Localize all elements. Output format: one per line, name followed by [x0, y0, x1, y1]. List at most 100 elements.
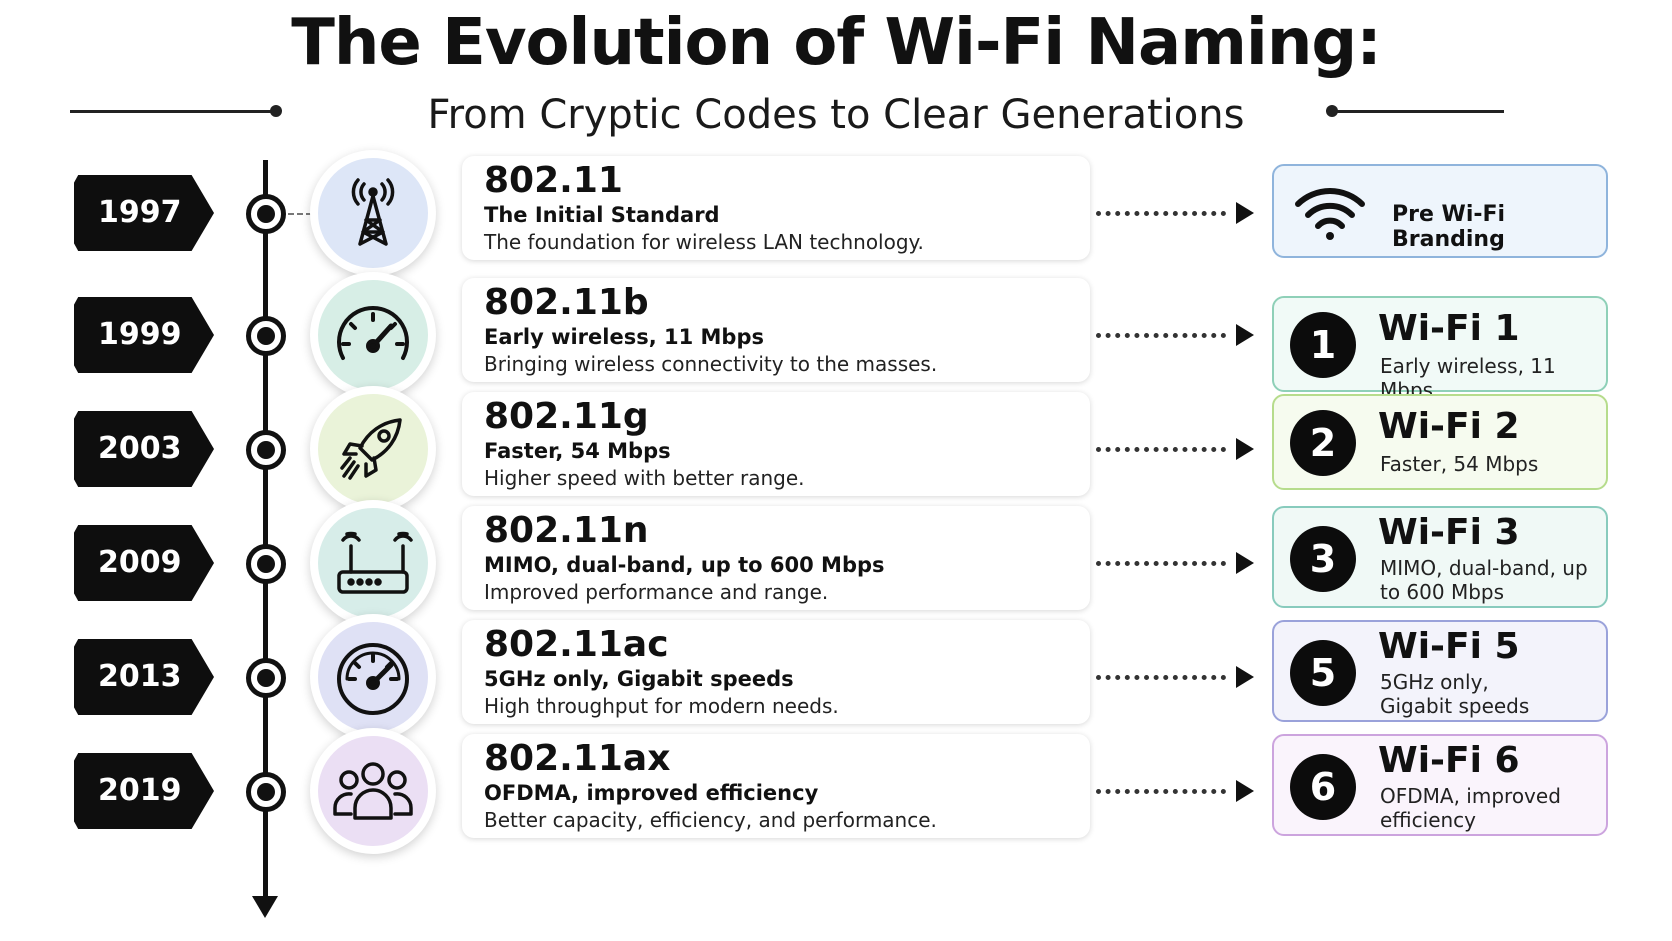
timeline-row: 2003 802.11g Faster, 54 Mbps Higher spee… — [0, 386, 1672, 512]
standard-headline: Early wireless, 11 Mbps — [484, 325, 764, 349]
generation-badge: 6 — [1290, 754, 1356, 820]
timeline-row: 2019 802.11ax OFDMA, improved efficiency… — [0, 728, 1672, 854]
standard-code: 802.11ac — [484, 624, 669, 665]
brand-label: Pre Wi-Fi Branding — [1392, 202, 1506, 252]
users-group-icon — [333, 762, 413, 820]
icon-circle-fill — [318, 280, 428, 390]
timeline-axis — [263, 160, 268, 900]
icon-circle-fill — [318, 622, 428, 732]
arrow-head — [1236, 324, 1254, 346]
brand-card: 2 Wi-Fi 2 Faster, 54 Mbps — [1272, 394, 1608, 490]
standard-code: 802.11b — [484, 282, 649, 323]
brand-description: 5GHz only, Gigabit speeds — [1380, 670, 1530, 718]
timeline-row: 1997 802.11 The Initial Standard The fou… — [0, 150, 1672, 276]
subtitle-rule-right-dot — [1326, 105, 1338, 117]
arrow-head — [1236, 202, 1254, 224]
subtitle-rule-left — [70, 110, 276, 113]
dotted-arrow-line — [1096, 447, 1226, 452]
speedometer-icon — [337, 306, 409, 360]
brand-description: Faster, 54 Mbps — [1380, 452, 1539, 476]
generation-badge: 5 — [1290, 640, 1356, 706]
year-tag: 1997 — [74, 175, 214, 251]
standard-headline: MIMO, dual-band, up to 600 Mbps — [484, 553, 885, 577]
dotted-arrow-line — [1096, 675, 1226, 680]
timeline-row: 2009 802.11n MIMO, dual-band, up to 600 … — [0, 500, 1672, 626]
brand-card: 1 Wi-Fi 1 Early wireless, 11 Mbps — [1272, 296, 1608, 402]
timeline-node — [246, 316, 286, 356]
standard-description: Bringing wireless connectivity to the ma… — [484, 352, 938, 376]
antenna-tower-icon — [351, 178, 395, 246]
standard-code: 802.11g — [484, 396, 649, 437]
year-tag: 1999 — [74, 297, 214, 373]
standard-code: 802.11 — [484, 160, 623, 201]
year-tag: 2013 — [74, 639, 214, 715]
timeline-node — [246, 430, 286, 470]
icon-circle — [310, 150, 436, 276]
brand-card: 5 Wi-Fi 5 5GHz only, Gigabit speeds — [1272, 620, 1608, 722]
timeline-node — [246, 772, 286, 812]
standard-headline: OFDMA, improved efficiency — [484, 781, 819, 805]
subtitle-rule-right — [1336, 110, 1504, 113]
brand-card: 6 Wi-Fi 6 OFDMA, improved efficiency — [1272, 734, 1608, 836]
brand-name: Wi-Fi 5 — [1378, 626, 1520, 667]
icon-circle — [310, 500, 436, 626]
icon-circle — [310, 272, 436, 398]
rocket-icon — [340, 418, 402, 480]
generation-badge: 2 — [1290, 410, 1356, 476]
standard-card: 802.11b Early wireless, 11 Mbps Bringing… — [462, 278, 1090, 382]
dotted-arrow-line — [1096, 333, 1226, 338]
wifi-icon — [1295, 188, 1365, 240]
dotted-arrow-line — [1096, 789, 1226, 794]
icon-circle-fill — [318, 394, 428, 504]
brand-name: Wi-Fi 6 — [1378, 740, 1520, 781]
arrow-head — [1236, 780, 1254, 802]
subtitle-rule-left-dot — [270, 105, 282, 117]
dotted-arrow-line — [1096, 561, 1226, 566]
standard-code: 802.11n — [484, 510, 649, 551]
brand-card: 3 Wi-Fi 3 MIMO, dual-band, up to 600 Mbp… — [1272, 506, 1608, 608]
standard-card: 802.11n MIMO, dual-band, up to 600 Mbps … — [462, 506, 1090, 610]
brand-card: Pre Wi-Fi Branding — [1272, 164, 1608, 258]
brand-description: MIMO, dual-band, up to 600 Mbps — [1380, 556, 1588, 604]
standard-card: 802.11 The Initial Standard The foundati… — [462, 156, 1090, 260]
arrow-head — [1236, 666, 1254, 688]
standard-card: 802.11ax OFDMA, improved efficiency Bett… — [462, 734, 1090, 838]
icon-circle — [310, 386, 436, 512]
router-icon — [337, 531, 413, 594]
standard-headline: Faster, 54 Mbps — [484, 439, 671, 463]
year-tag: 2009 — [74, 525, 214, 601]
timeline-row: 1999 802.11b Early wireless, 11 Mbps Bri… — [0, 272, 1672, 402]
icon-circle-fill — [318, 158, 428, 268]
timeline-node — [246, 544, 286, 584]
icon-circle — [310, 614, 436, 740]
dotted-arrow-line — [1096, 211, 1226, 216]
arrow-head — [1236, 552, 1254, 574]
standard-headline: 5GHz only, Gigabit speeds — [484, 667, 794, 691]
generation-badge: 1 — [1290, 312, 1356, 378]
timeline-arrow-head — [252, 896, 278, 918]
gauge-icon — [337, 643, 409, 715]
page-title: The Evolution of Wi-Fi Naming: — [291, 6, 1382, 80]
timeline-node — [246, 194, 286, 234]
brand-description: OFDMA, improved efficiency — [1380, 784, 1561, 832]
standard-description: Improved performance and range. — [484, 580, 829, 604]
standard-description: High throughput for modern needs. — [484, 694, 839, 718]
standard-description: Better capacity, efficiency, and perform… — [484, 808, 937, 832]
brand-name: Wi-Fi 3 — [1378, 512, 1520, 553]
brand-name: Wi-Fi 1 — [1378, 308, 1520, 349]
standard-headline: The Initial Standard — [484, 203, 720, 227]
standard-code: 802.11ax — [484, 738, 671, 779]
timeline-node — [246, 658, 286, 698]
year-tag: 2019 — [74, 753, 214, 829]
standard-description: The foundation for wireless LAN technolo… — [484, 230, 924, 254]
icon-circle-fill — [318, 508, 428, 618]
generation-badge: 3 — [1290, 526, 1356, 592]
icon-circle — [310, 728, 436, 854]
page-subtitle: From Cryptic Codes to Clear Generations — [427, 92, 1245, 138]
year-tag: 2003 — [74, 411, 214, 487]
standard-card: 802.11g Faster, 54 Mbps Higher speed wit… — [462, 392, 1090, 496]
timeline-row: 2013 802.11ac 5GHz only, Gigabit speeds … — [0, 614, 1672, 740]
standard-card: 802.11ac 5GHz only, Gigabit speeds High … — [462, 620, 1090, 724]
icon-circle-fill — [318, 736, 428, 846]
standard-description: Higher speed with better range. — [484, 466, 805, 490]
